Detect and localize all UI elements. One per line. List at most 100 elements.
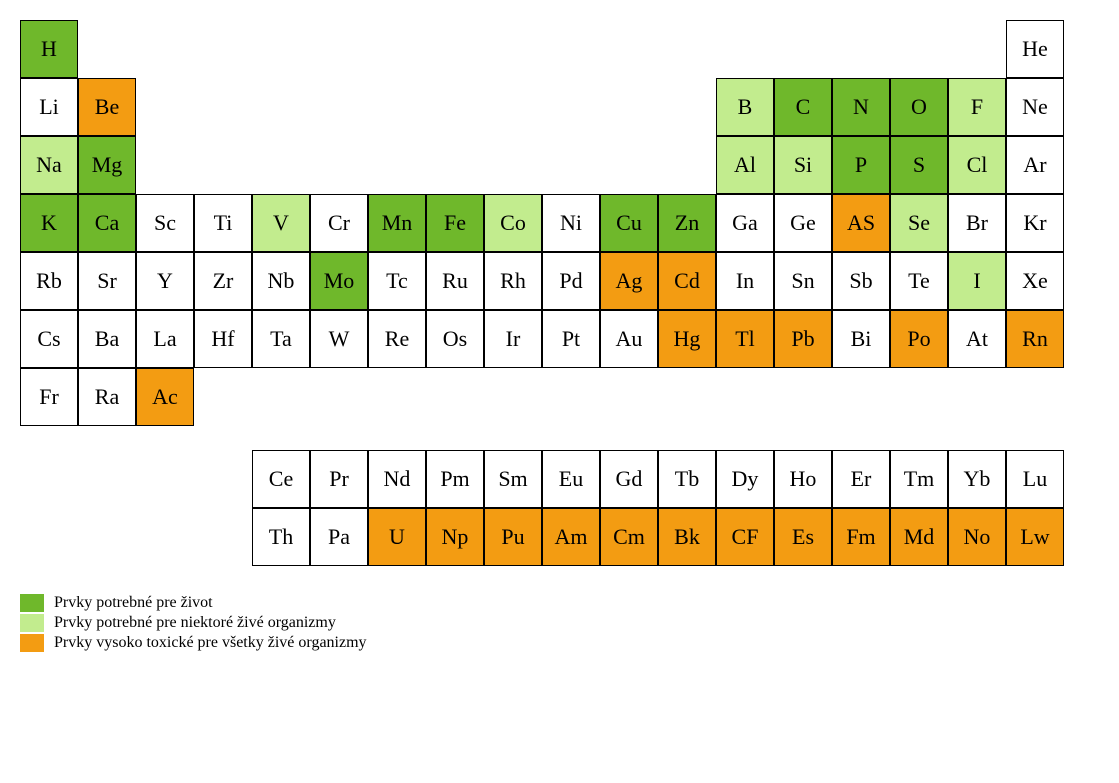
main_grid-gap: [484, 78, 542, 136]
element-cell-be: Be: [78, 78, 136, 136]
main_grid-gap: [78, 20, 136, 78]
element-cell-ge: Ge: [774, 194, 832, 252]
element-symbol: Nb: [268, 268, 295, 293]
main_grid-gap: [194, 20, 252, 78]
legend-label: Prvky vysoko toxické pre všetky živé org…: [54, 634, 367, 652]
element-cell-c: C: [774, 78, 832, 136]
element-cell-v: V: [252, 194, 310, 252]
element-cell-cr: Cr: [310, 194, 368, 252]
element-cell-cm: Cm: [600, 508, 658, 566]
element-cell-xe: Xe: [1006, 252, 1064, 310]
main_grid-gap: [890, 368, 948, 426]
element-symbol: Rn: [1022, 326, 1048, 351]
main_grid-gap: [310, 20, 368, 78]
main_grid-gap: [310, 368, 368, 426]
element-symbol: Y: [157, 268, 173, 293]
element-cell-er: Er: [832, 450, 890, 508]
main_grid-gap: [542, 136, 600, 194]
element-symbol: Mg: [92, 152, 123, 177]
element-cell-co: Co: [484, 194, 542, 252]
element-cell-mg: Mg: [78, 136, 136, 194]
element-cell-pt: Pt: [542, 310, 600, 368]
main_grid-gap: [136, 20, 194, 78]
element-symbol: F: [971, 94, 983, 119]
element-cell-ir: Ir: [484, 310, 542, 368]
element-cell-no: No: [948, 508, 1006, 566]
element-symbol: Sc: [154, 210, 176, 235]
element-cell-bi: Bi: [832, 310, 890, 368]
element-symbol: Cu: [616, 210, 642, 235]
element-symbol: Zr: [213, 268, 234, 293]
element-symbol: Lw: [1020, 524, 1049, 549]
element-symbol: Al: [734, 152, 756, 177]
main_grid-gap: [600, 20, 658, 78]
element-cell-al: Al: [716, 136, 774, 194]
main_grid-gap: [774, 20, 832, 78]
element-symbol: Ar: [1023, 152, 1046, 177]
main_grid-gap: [194, 136, 252, 194]
element-symbol: Kr: [1023, 210, 1046, 235]
element-symbol: Pd: [559, 268, 582, 293]
main_grid-gap: [948, 20, 1006, 78]
element-symbol: Tm: [904, 466, 935, 491]
element-symbol: Sb: [849, 268, 872, 293]
element-cell-sc: Sc: [136, 194, 194, 252]
element-symbol: Ca: [95, 210, 119, 235]
element-cell-dy: Dy: [716, 450, 774, 508]
element-symbol: Te: [908, 268, 930, 293]
element-symbol: Si: [794, 152, 812, 177]
element-cell-am: Am: [542, 508, 600, 566]
element-cell-sn: Sn: [774, 252, 832, 310]
element-symbol: H: [41, 36, 57, 61]
element-symbol: Sm: [498, 466, 527, 491]
element-symbol: I: [973, 268, 980, 293]
element-symbol: Pu: [501, 524, 524, 549]
element-cell-kr: Kr: [1006, 194, 1064, 252]
element-cell-la: La: [136, 310, 194, 368]
element-cell-au: Au: [600, 310, 658, 368]
main_grid-gap: [484, 136, 542, 194]
element-cell-cf: CF: [716, 508, 774, 566]
main_grid-gap: [368, 136, 426, 194]
element-cell-md: Md: [890, 508, 948, 566]
element-cell-bk: Bk: [658, 508, 716, 566]
main_grid-gap: [716, 368, 774, 426]
element-symbol: Cs: [37, 326, 60, 351]
element-cell-zn: Zn: [658, 194, 716, 252]
element-cell-n: N: [832, 78, 890, 136]
element-cell-w: W: [310, 310, 368, 368]
element-symbol: Ho: [790, 466, 817, 491]
element-symbol: Tl: [735, 326, 755, 351]
element-symbol: O: [911, 94, 927, 119]
element-symbol: U: [389, 524, 405, 549]
element-cell-ce: Ce: [252, 450, 310, 508]
element-cell-in: In: [716, 252, 774, 310]
main_grid-gap: [310, 78, 368, 136]
element-symbol: Cm: [613, 524, 645, 549]
element-symbol: Ce: [269, 466, 293, 491]
element-symbol: Ti: [214, 210, 233, 235]
element-symbol: Ir: [506, 326, 521, 351]
element-symbol: In: [736, 268, 754, 293]
element-cell-hf: Hf: [194, 310, 252, 368]
element-cell-ti: Ti: [194, 194, 252, 252]
main_grid-gap: [542, 368, 600, 426]
element-symbol: Ge: [790, 210, 816, 235]
element-cell-o: O: [890, 78, 948, 136]
element-symbol: K: [41, 210, 57, 235]
main_grid-gap: [136, 136, 194, 194]
element-symbol: Xe: [1022, 268, 1048, 293]
element-symbol: Np: [442, 524, 469, 549]
element-cell-ra: Ra: [78, 368, 136, 426]
main_grid-gap: [368, 78, 426, 136]
element-cell-re: Re: [368, 310, 426, 368]
main_grid-gap: [832, 368, 890, 426]
legend-swatch-essential: [20, 594, 44, 612]
element-symbol: Gd: [616, 466, 643, 491]
element-cell-sm: Sm: [484, 450, 542, 508]
main_grid-gap: [890, 20, 948, 78]
element-symbol: Li: [39, 94, 59, 119]
element-cell-k: K: [20, 194, 78, 252]
element-symbol: Hg: [674, 326, 701, 351]
element-symbol: Re: [385, 326, 409, 351]
